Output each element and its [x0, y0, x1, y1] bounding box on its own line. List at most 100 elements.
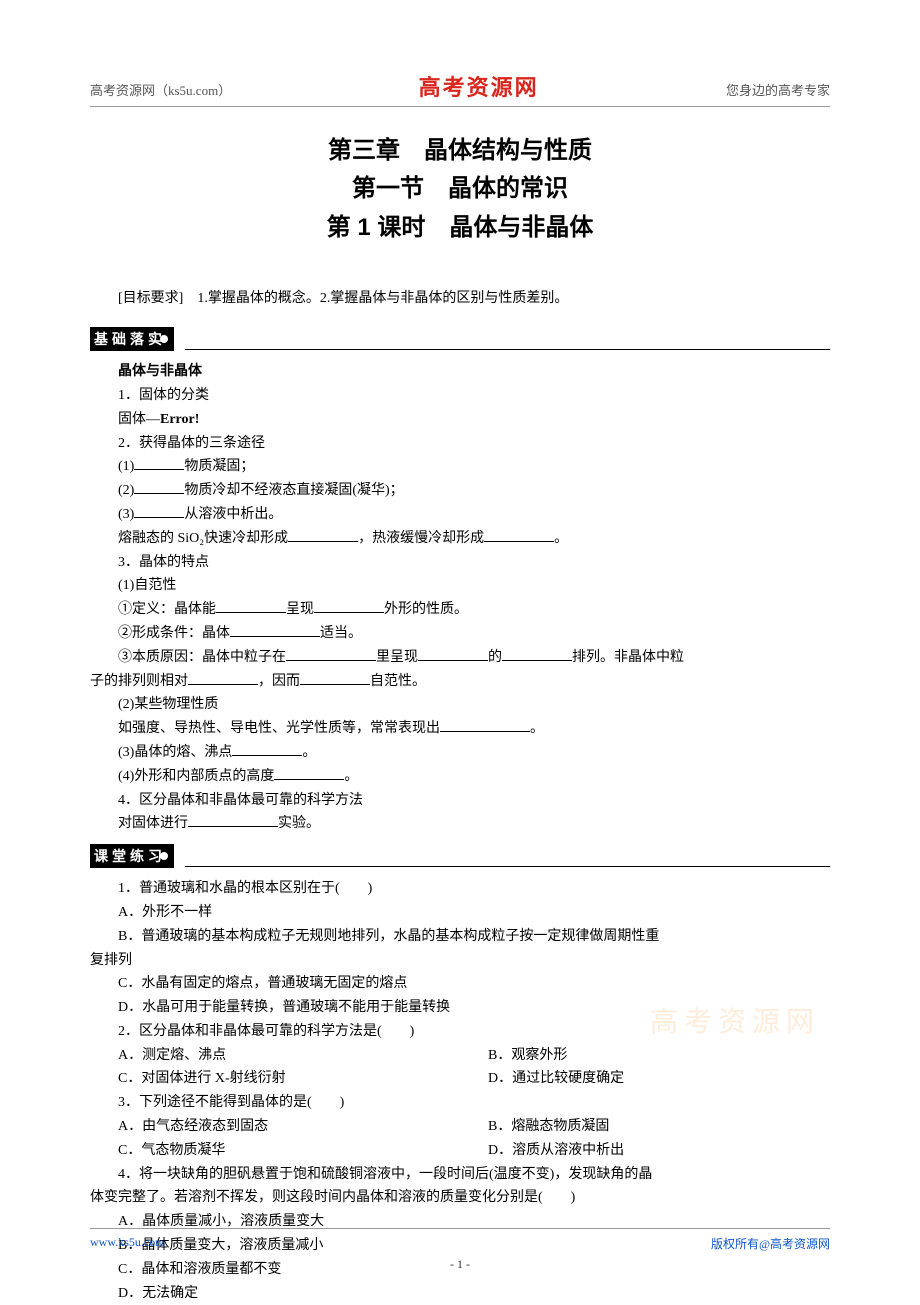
t: ①定义：晶体能 — [118, 602, 216, 617]
t: (4)外形和内部质点的高度 — [118, 769, 274, 784]
blank — [134, 480, 184, 494]
q3a: A．由气态经液态到固态 — [90, 1115, 460, 1139]
q3c: C．气态物质凝华 — [90, 1139, 460, 1163]
blank — [300, 671, 370, 685]
s2-2: (2) 物质冷却不经液态直接凝固(凝华)； — [90, 479, 830, 503]
s3-2: (2)某些物理性质 — [90, 693, 830, 717]
t: ，因而 — [258, 674, 300, 689]
q2-row1: A．测定熔、沸点 B．观察外形 — [90, 1044, 830, 1068]
t: 外形的性质。 — [384, 602, 468, 617]
q3d: D．溶质从溶液中析出 — [460, 1139, 830, 1163]
page: 高考资源网（ks5u.com） 高考资源网 您身边的高考专家 第三章 晶体结构与… — [0, 0, 920, 1302]
footer-copyright: 版权所有@高考资源网 — [711, 1235, 830, 1252]
q3-row1: A．由气态经液态到固态 B．熔融态物质凝固 — [90, 1115, 830, 1139]
s3-1b: ②形成条件：晶体 适当。 — [90, 622, 830, 646]
t: 的 — [488, 650, 502, 665]
section-basics: 基础落实 晶体与非晶体 1．固体的分类 固体—Error! 2．获得晶体的三条途… — [90, 327, 830, 836]
header-left: 高考资源网（ks5u.com） — [90, 80, 231, 99]
section-tag-practice: 课堂练习 — [90, 844, 174, 868]
s2-4: 熔融态的 SiO₂快速冷却形成 ，热液缓慢冷却形成 。 — [90, 527, 830, 551]
s3-3: (3)晶体的熔、沸点 。 — [90, 741, 830, 765]
q1c: C．水晶有固定的熔点，普通玻璃无固定的熔点 — [90, 972, 830, 996]
s2-2-post: 物质冷却不经液态直接凝固(凝华)； — [184, 483, 403, 498]
s2-2-pre: (2) — [118, 483, 134, 498]
footer-url: www.ks5u.com — [90, 1235, 165, 1252]
s3-4: (4)外形和内部质点的高度 。 — [90, 765, 830, 789]
s3-1a: ①定义：晶体能 呈现 外形的性质。 — [90, 598, 830, 622]
section-divider — [185, 866, 830, 867]
s3-title: 3．晶体的特点 — [90, 551, 830, 575]
q4-1: 4．将一块缺角的胆矾悬置于饱和硫酸铜溶液中，一段时间后(温度不变)，发现缺角的晶 — [90, 1163, 830, 1187]
s2-4-end: 。 — [554, 531, 568, 546]
objective-text: [目标要求] 1.掌握晶体的概念。2.掌握晶体与非晶体的区别与性质差别。 — [90, 287, 830, 307]
t: 里呈现 — [376, 650, 418, 665]
blank — [216, 599, 286, 613]
q2a: A．测定熔、沸点 — [90, 1044, 460, 1068]
basics-heading: 晶体与非晶体 — [90, 360, 830, 384]
t: ③本质原因：晶体中粒子在 — [118, 650, 286, 665]
header-center-logo: 高考资源网 — [419, 70, 539, 102]
s4: 对固体进行 实验。 — [90, 812, 830, 836]
s3-1c: ③本质原因：晶体中粒子在 里呈现 的 排列。非晶体中粒 — [90, 646, 830, 670]
s4-title: 4．区分晶体和非晶体最可靠的科学方法 — [90, 789, 830, 813]
t: 呈现 — [286, 602, 314, 617]
t: 如强度、导热性、导电性、光学性质等，常常表现出 — [118, 721, 440, 736]
s2-4-mid: ，热液缓慢冷却形成 — [358, 531, 484, 546]
s2-1-pre: (1) — [118, 459, 134, 474]
t: 排列。非晶体中粒 — [572, 650, 684, 665]
blank — [314, 599, 384, 613]
q2d: D．通过比较硬度确定 — [460, 1067, 830, 1091]
q1d: D．水晶可用于能量转换，普通玻璃不能用于能量转换 — [90, 996, 830, 1020]
q3: 3．下列途径不能得到晶体的是( ) — [90, 1091, 830, 1115]
title-lesson: 第 1 课时 晶体与非晶体 — [90, 209, 830, 247]
q2-row2: C．对固体进行 X-射线衍射 D．通过比较硬度确定 — [90, 1067, 830, 1091]
s3-1: (1)自范性 — [90, 574, 830, 598]
q3-row2: C．气态物质凝华 D．溶质从溶液中析出 — [90, 1139, 830, 1163]
t: 实验。 — [278, 816, 320, 831]
section-tag-basics: 基础落实 — [90, 327, 174, 351]
blank — [418, 647, 488, 661]
q4d: D．无法确定 — [90, 1282, 830, 1305]
t: 对固体进行 — [118, 816, 188, 831]
t: 。 — [344, 769, 358, 784]
blank — [188, 813, 278, 827]
title-chapter: 第三章 晶体结构与性质 — [90, 132, 830, 170]
blank — [484, 528, 554, 542]
t: (3)晶体的熔、沸点 — [118, 745, 232, 760]
blank — [134, 504, 184, 518]
s2-3-pre: (3) — [118, 507, 134, 522]
s1-error: Error! — [160, 412, 199, 427]
s2-1: (1) 物质凝固； — [90, 455, 830, 479]
q1b: B．普通玻璃的基本构成粒子无规则地排列，水晶的基本构成粒子按一定规律做周期性重 — [90, 925, 830, 949]
t: 适当。 — [320, 626, 362, 641]
q2b: B．观察外形 — [460, 1044, 830, 1068]
t: 。 — [530, 721, 544, 736]
q1a: A．外形不一样 — [90, 901, 830, 925]
q1: 1．普通玻璃和水晶的根本区别在于( ) — [90, 877, 830, 901]
blank — [134, 456, 184, 470]
s2-1-post: 物质凝固； — [184, 459, 254, 474]
basics-content: 晶体与非晶体 1．固体的分类 固体—Error! 2．获得晶体的三条途径 (1)… — [90, 360, 830, 836]
q3b: B．熔融态物质凝固 — [460, 1115, 830, 1139]
t: 自范性。 — [370, 674, 426, 689]
t: 子的排列则相对 — [90, 674, 188, 689]
s1-title: 1．固体的分类 — [90, 384, 830, 408]
s1-line: 固体—Error! — [90, 408, 830, 432]
title-block: 第三章 晶体结构与性质 第一节 晶体的常识 第 1 课时 晶体与非晶体 — [90, 132, 830, 247]
title-section: 第一节 晶体的常识 — [90, 170, 830, 208]
blank — [274, 766, 344, 780]
blank — [232, 742, 302, 756]
t: ②形成条件：晶体 — [118, 626, 230, 641]
page-footer: www.ks5u.com 版权所有@高考资源网 — [90, 1228, 830, 1252]
q2: 2．区分晶体和非晶体最可靠的科学方法是( ) — [90, 1020, 830, 1044]
q1b2: 复排列 — [90, 949, 830, 973]
s2-4-pre: 熔融态的 SiO₂快速冷却形成 — [118, 531, 288, 546]
blank — [288, 528, 358, 542]
t: 。 — [302, 745, 316, 760]
s3-1c-2: 子的排列则相对 ，因而 自范性。 — [90, 670, 830, 694]
q4-2: 体变完整了。若溶剂不挥发，则这段时间内晶体和溶液的质量变化分别是( ) — [90, 1186, 830, 1210]
blank — [286, 647, 376, 661]
section-divider — [185, 349, 830, 350]
s3-2a: 如强度、导热性、导电性、光学性质等，常常表现出 。 — [90, 717, 830, 741]
s2-3-post: 从溶液中析出。 — [184, 507, 282, 522]
